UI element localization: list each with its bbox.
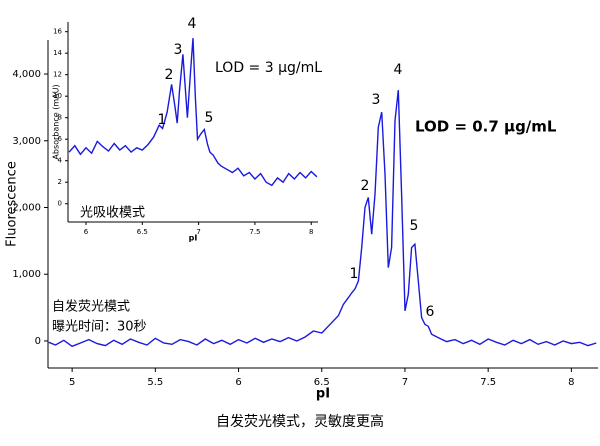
y-axis-label: Absorbance (mAU) <box>52 84 61 159</box>
y-tick-label: 1,000 <box>12 269 41 280</box>
x-tick-label: 6 <box>235 377 241 388</box>
x-tick-label: 7 <box>196 228 200 236</box>
caption: 自发荧光模式，灵敏度更高 <box>216 413 384 430</box>
y-tick-label: 2 <box>58 178 62 186</box>
y-axis-label: Fluorescence <box>5 161 20 247</box>
x-tick-label: 6 <box>84 228 89 236</box>
y-tick-label: 14 <box>53 49 62 57</box>
annotation: 光吸收模式 <box>80 206 145 221</box>
y-tick-label: 4,000 <box>12 69 41 80</box>
annotation: 2 <box>361 178 370 194</box>
y-tick-label: 12 <box>53 71 62 79</box>
x-tick-label: 5.5 <box>147 377 163 388</box>
x-tick-label: 8 <box>309 228 313 236</box>
annotation: 曝光时间：30秒 <box>52 320 147 335</box>
y-tick-label: 16 <box>53 28 62 36</box>
y-tick-label: 8 <box>58 114 62 122</box>
annotation: 4 <box>394 62 403 78</box>
y-tick-label: 2,000 <box>12 203 41 214</box>
annotation: 1 <box>350 266 359 282</box>
x-tick-label: 7.5 <box>480 377 496 388</box>
annotation: 自发荧光模式 <box>52 299 130 315</box>
y-tick-label: 0 <box>35 336 41 347</box>
annotation: 5 <box>205 110 214 126</box>
annotation: 3 <box>372 92 381 108</box>
y-tick-label: 10 <box>53 92 62 100</box>
annotation: 1 <box>158 112 167 128</box>
y-tick-label: 3,000 <box>12 136 41 147</box>
y-tick-label: 6 <box>58 135 63 143</box>
x-tick-label: 6.5 <box>314 377 330 388</box>
x-tick-label: 7 <box>402 377 408 388</box>
annotation: 5 <box>410 218 419 234</box>
y-tick-label: 4 <box>58 157 63 165</box>
annotation: LOD = 0.7 μg/mL <box>415 118 557 136</box>
annotation: 2 <box>165 67 174 83</box>
data-line <box>68 38 318 187</box>
x-axis-label: pI <box>316 387 330 402</box>
y-tick-label: 0 <box>58 200 62 208</box>
data-line <box>48 90 597 348</box>
annotation: 3 <box>174 42 183 58</box>
annotation: LOD = 3 μg/mL <box>215 60 322 76</box>
annotation: 6 <box>426 304 435 320</box>
annotation: 4 <box>188 16 197 32</box>
x-tick-label: 7.5 <box>249 228 260 236</box>
x-tick-label: 5 <box>69 377 75 388</box>
x-axis-label: pI <box>189 234 198 243</box>
x-tick-label: 6.5 <box>137 228 148 236</box>
x-tick-label: 8 <box>568 377 574 388</box>
